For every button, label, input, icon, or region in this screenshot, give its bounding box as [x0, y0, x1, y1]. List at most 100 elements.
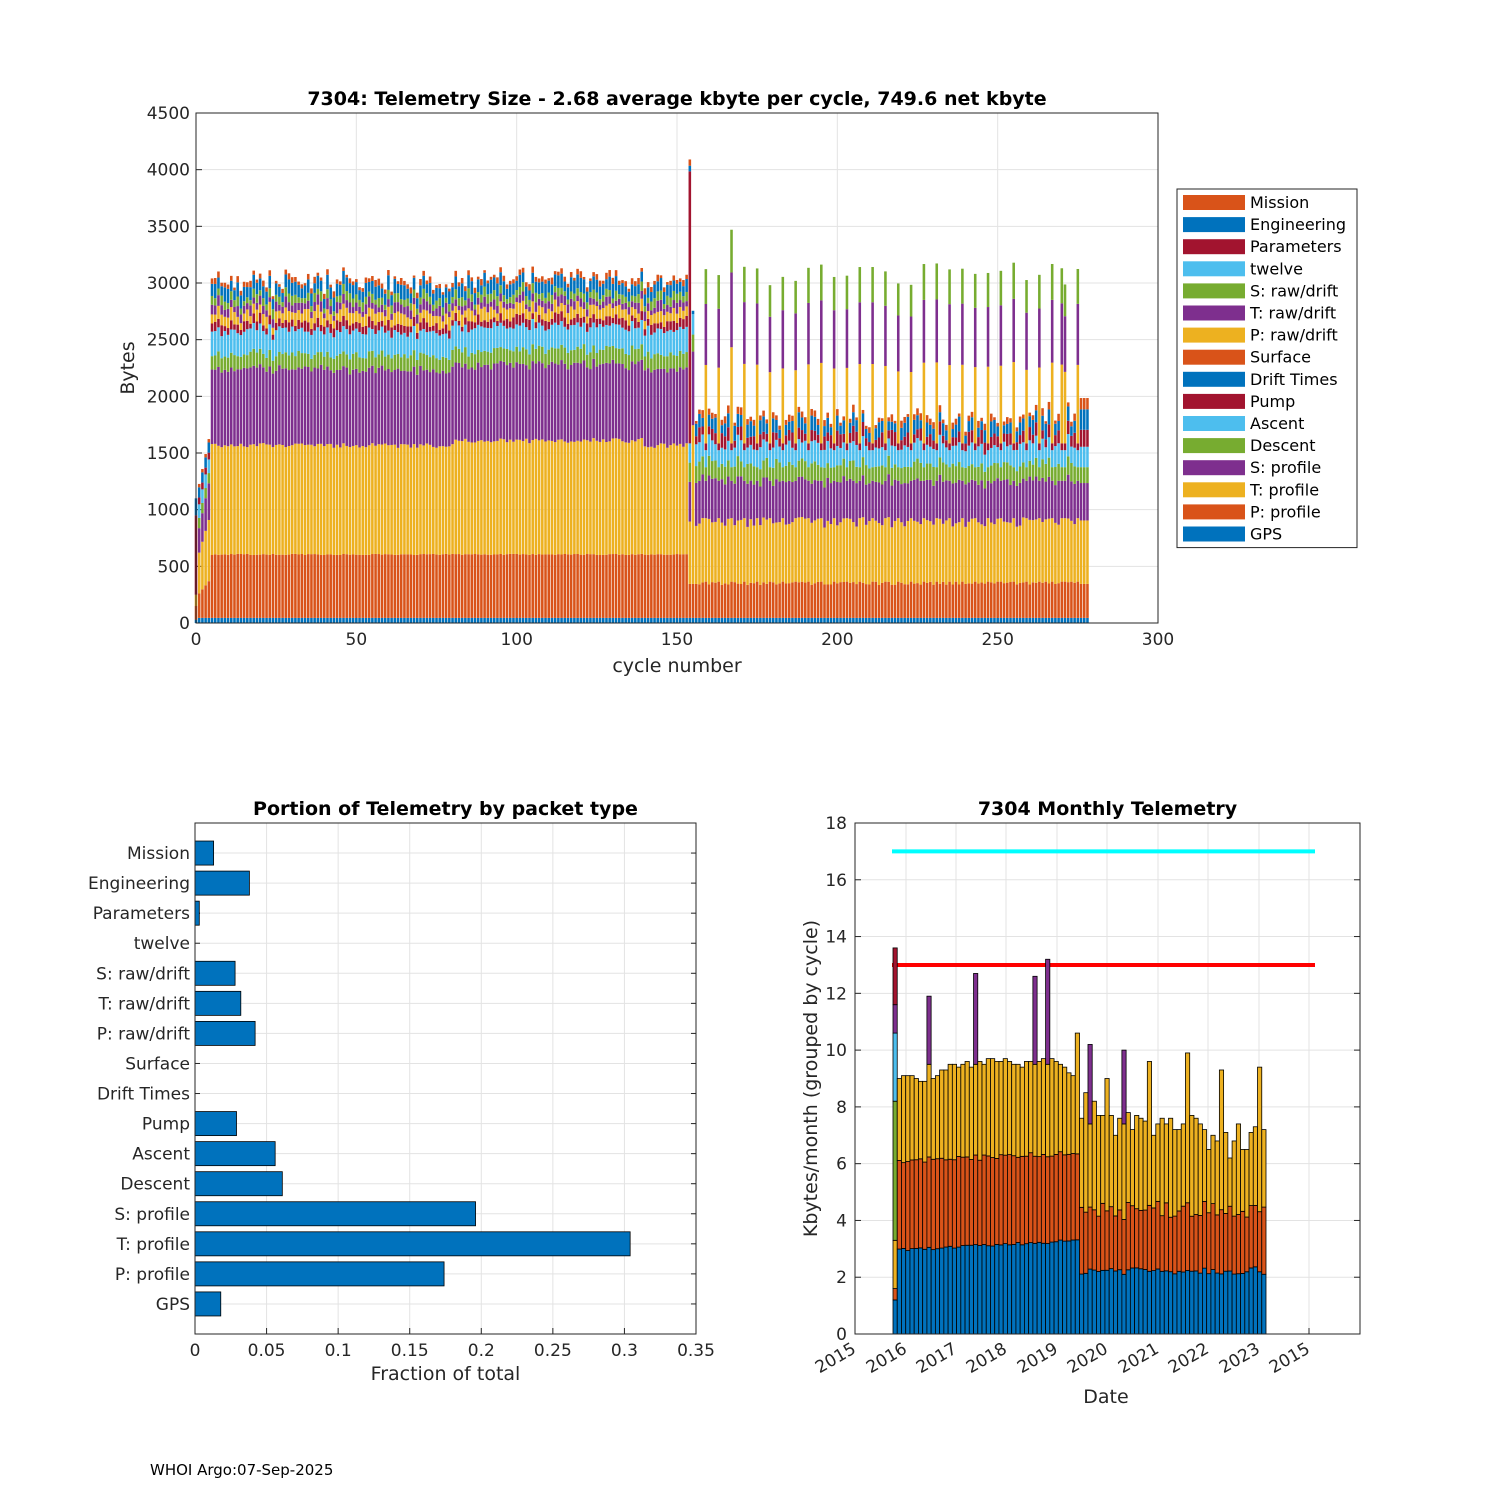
bar-segment [361, 316, 365, 327]
bar-segment [951, 463, 955, 484]
bar-segment [521, 617, 525, 623]
bar-segment [454, 289, 458, 300]
bar-segment [672, 443, 676, 555]
bar-segment [518, 351, 522, 364]
bar-segment [239, 553, 243, 618]
bar-segment [999, 617, 1003, 623]
bar-segment [284, 296, 288, 308]
bar-segment [861, 582, 865, 618]
bar-segment [274, 370, 278, 445]
bar-segment [380, 326, 384, 351]
bar-segment [255, 309, 259, 322]
bar-segment [383, 293, 387, 305]
bar-segment [1076, 268, 1080, 304]
month-bar-segment [1257, 1271, 1263, 1335]
bar-segment [1050, 581, 1054, 618]
bar-segment [1012, 362, 1015, 444]
bar-segment [579, 292, 583, 299]
bar-segment [794, 443, 797, 451]
bar-segment [951, 526, 955, 585]
y-tick-label: 14 [825, 928, 847, 948]
bar-segment [832, 467, 836, 481]
bar-segment [723, 466, 727, 485]
bar-segment [470, 617, 474, 623]
bar-segment [258, 554, 262, 618]
bar-segment [585, 302, 589, 310]
bar-segment [441, 446, 445, 555]
bar-segment [704, 269, 708, 304]
bar-segment [791, 432, 794, 448]
bar-segment [768, 617, 772, 623]
bar-segment [547, 280, 551, 293]
bar-segment [842, 420, 846, 434]
bar-segment [213, 321, 217, 332]
bar-segment [502, 307, 506, 321]
bar-segment [220, 336, 223, 359]
bar-segment [945, 430, 948, 441]
bar-segment [537, 554, 541, 618]
bar-segment [422, 617, 425, 623]
bar-segment [528, 319, 531, 330]
bar-segment [701, 434, 704, 457]
bar-segment [980, 443, 983, 464]
bar-segment [698, 617, 701, 623]
bar-segment [460, 277, 464, 284]
bar-segment [278, 318, 281, 327]
bar-segment [537, 305, 541, 315]
bar-segment [287, 446, 291, 555]
bar-segment [582, 439, 586, 555]
bar-segment [476, 554, 480, 618]
bar-segment [791, 482, 794, 523]
bar-segment [1057, 463, 1060, 481]
bar-segment [422, 309, 425, 319]
bar-segment [454, 362, 458, 440]
bar-segment [765, 457, 769, 478]
bar-segment [252, 288, 256, 298]
bar-segment [896, 283, 900, 316]
bar-segment [242, 305, 246, 314]
bar-segment [954, 418, 958, 425]
month-bar-segment [896, 1248, 902, 1335]
bar-segment [242, 331, 246, 355]
bar-segment [932, 422, 935, 429]
bar-segment [973, 450, 977, 468]
bar-segment [271, 617, 275, 623]
bar-segment [630, 295, 634, 302]
bar-segment [845, 367, 849, 444]
bar-segment [678, 281, 682, 292]
bar-segment [803, 461, 807, 480]
bar-segment [233, 446, 236, 555]
bar-segment [464, 317, 467, 325]
bar-segment [739, 426, 743, 441]
bar-segment [294, 331, 297, 357]
bar-segment [348, 447, 352, 555]
bar-segment [919, 584, 922, 618]
month-bar-segment [943, 1246, 949, 1335]
bar-segment [685, 279, 688, 292]
bar-segment [319, 324, 323, 332]
bar-segment [319, 352, 323, 365]
bar-segment [800, 617, 804, 623]
month-bar-segment [1185, 1202, 1191, 1271]
bar-segment [226, 328, 230, 335]
bar-segment [980, 480, 983, 525]
bar-segment [893, 617, 897, 623]
bar-segment [1060, 268, 1064, 304]
bar-segment [1009, 444, 1012, 466]
bar-segment [868, 442, 871, 451]
bar-segment [650, 310, 653, 316]
bar-segment [393, 293, 397, 303]
bar-segment [265, 617, 268, 623]
bar-segment [367, 281, 371, 292]
bar-segment [345, 277, 348, 292]
bar-segment [845, 450, 849, 468]
bar-segment [1041, 477, 1044, 522]
bar-segment [489, 276, 493, 280]
bar-segment [508, 308, 512, 322]
bar-segment [220, 447, 223, 555]
bar-segment [492, 554, 496, 618]
bar-segment [399, 371, 403, 445]
bar-segment [1006, 462, 1009, 480]
month-bar-segment [1214, 1140, 1220, 1216]
bar-segment [351, 353, 355, 370]
